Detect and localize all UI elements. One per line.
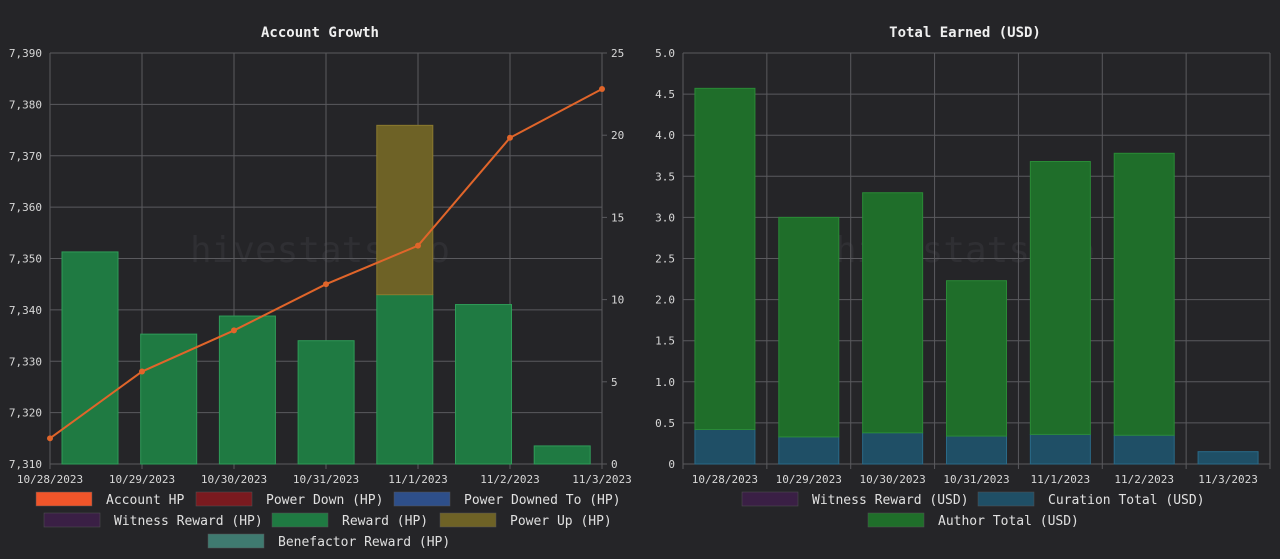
- left-y-tick-label: 7,350: [9, 253, 42, 266]
- left-y-tick-label: 7,310: [9, 458, 42, 471]
- right-chart-y-tick-label: 0.5: [655, 417, 675, 430]
- right-y-tick-label: 15: [611, 211, 624, 224]
- reward-hp-bar: [61, 251, 119, 465]
- legend-swatch-witness-reward-hp: [43, 512, 101, 528]
- legend-swatch-witness-reward-usd: [741, 491, 799, 507]
- left-y-tick-label: 7,340: [9, 304, 42, 317]
- account-hp-point: [47, 435, 53, 442]
- reward-hp-bar: [297, 340, 355, 465]
- legend-swatch-account-hp: [35, 491, 93, 507]
- left-y-tick-label: 7,320: [9, 407, 42, 420]
- left-x-tick-label: 10/28/2023: [17, 473, 83, 486]
- left-y-tick-label: 7,370: [9, 150, 42, 163]
- curation-total-bar: [946, 435, 1007, 465]
- account-growth-title: Account Growth: [261, 25, 379, 41]
- right-x-tick-label: 10/29/2023: [776, 473, 842, 486]
- legend-label-account-hp: Account HP: [106, 493, 184, 508]
- account-growth-chart: Account Growth hivestats.io 7,3107,3207,…: [9, 25, 632, 550]
- left-y-tick-label: 7,380: [9, 98, 42, 111]
- right-x-tick-label: 11/1/2023: [1031, 473, 1091, 486]
- legend-swatch-power-downed-to-hp: [393, 491, 451, 507]
- author-total-bar: [694, 87, 756, 430]
- reward-hp-bar: [218, 315, 276, 465]
- legend-swatch-power-up-hp: [439, 512, 497, 528]
- right-x-tick-label: 11/3/2023: [1198, 473, 1258, 486]
- right-chart-y-tick-label: 0: [668, 458, 675, 471]
- right-chart-y-tick-label: 1.5: [655, 335, 675, 348]
- legend-swatch-curation-total-usd: [977, 491, 1035, 507]
- legend-swatch-author-total-usd: [867, 512, 925, 528]
- author-total-bar: [778, 216, 840, 438]
- curation-total-bar: [1029, 433, 1091, 465]
- right-x-tick-label: 10/30/2023: [860, 473, 926, 486]
- total-earned-chart: Total Earned (USD) hivestats.io 00.51.01…: [655, 25, 1271, 529]
- left-x-tick-label: 11/2/2023: [480, 473, 540, 486]
- right-x-tick-label: 10/31/2023: [943, 473, 1009, 486]
- reward-hp-bar: [533, 445, 591, 465]
- author-total-bar: [1113, 152, 1175, 436]
- left-y-tick-label: 7,330: [9, 355, 42, 368]
- legend-label-power-down-hp: Power Down (HP): [266, 493, 383, 508]
- legend-label-curation-total-usd: Curation Total (USD): [1048, 493, 1205, 508]
- legend-label-power-up-hp: Power Up (HP): [510, 514, 612, 529]
- left-x-tick-label: 10/31/2023: [293, 473, 359, 486]
- curation-total-bar: [778, 436, 840, 465]
- power-up-bar: [376, 124, 434, 296]
- legend-swatch-power-down-hp: [195, 491, 253, 507]
- curation-total-bar: [694, 428, 756, 465]
- right-chart-y-tick-label: 3.5: [655, 170, 675, 183]
- account-hp-point: [599, 85, 605, 92]
- legend-label-witness-reward-usd: Witness Reward (USD): [812, 493, 969, 508]
- right-y-tick-label: 10: [611, 294, 624, 307]
- right-chart-y-tick-label: 1.0: [655, 376, 675, 389]
- right-chart-y-tick-label: 4.5: [655, 88, 675, 101]
- right-y-tick-label: 20: [611, 129, 624, 142]
- left-y-tick-label: 7,360: [9, 201, 42, 214]
- account-hp-point: [507, 134, 513, 141]
- account-hp-point: [323, 281, 329, 288]
- right-chart-y-tick-label: 3.0: [655, 211, 675, 224]
- left-x-tick-label: 10/30/2023: [201, 473, 267, 486]
- reward-hp-bar: [455, 304, 512, 465]
- right-y-tick-label: 0: [611, 458, 618, 471]
- curation-total-bar: [1113, 434, 1175, 465]
- reward-hp-bar: [140, 333, 198, 465]
- legend-swatch-benefactor-reward-hp: [207, 533, 265, 549]
- curation-total-bar: [1197, 451, 1259, 465]
- reward-hp-bar: [376, 294, 434, 465]
- curation-total-bar: [862, 432, 924, 465]
- right-x-tick-label: 11/2/2023: [1114, 473, 1174, 486]
- account-hp-point: [415, 242, 421, 249]
- left-x-tick-label: 11/1/2023: [388, 473, 448, 486]
- author-total-bar: [946, 280, 1007, 437]
- legend-label-benefactor-reward-hp: Benefactor Reward (HP): [278, 535, 450, 550]
- legend-swatch-reward-hp: [271, 512, 329, 528]
- left-x-tick-label: 10/29/2023: [109, 473, 175, 486]
- right-y-tick-label: 5: [611, 376, 618, 389]
- right-chart-y-tick-label: 2.5: [655, 253, 675, 266]
- left-x-tick-label: 11/3/2023: [572, 473, 632, 486]
- right-chart-y-tick-label: 2.0: [655, 294, 675, 307]
- legend-label-author-total-usd: Author Total (USD): [938, 514, 1079, 529]
- author-total-bar: [862, 192, 924, 434]
- right-x-tick-label: 10/28/2023: [692, 473, 758, 486]
- legend-label-reward-hp: Reward (HP): [342, 514, 428, 529]
- left-y-tick-label: 7,390: [9, 47, 42, 60]
- account-hp-point: [139, 368, 145, 375]
- total-earned-title: Total Earned (USD): [889, 25, 1041, 41]
- legend-label-power-downed-to-hp: Power Downed To (HP): [464, 493, 621, 508]
- right-chart-y-tick-label: 5.0: [655, 47, 675, 60]
- legend-label-witness-reward-hp: Witness Reward (HP): [114, 514, 263, 529]
- author-total-bar: [1029, 161, 1091, 435]
- right-y-tick-label: 25: [611, 47, 624, 60]
- account-hp-point: [231, 327, 237, 334]
- right-chart-y-tick-label: 4.0: [655, 129, 675, 142]
